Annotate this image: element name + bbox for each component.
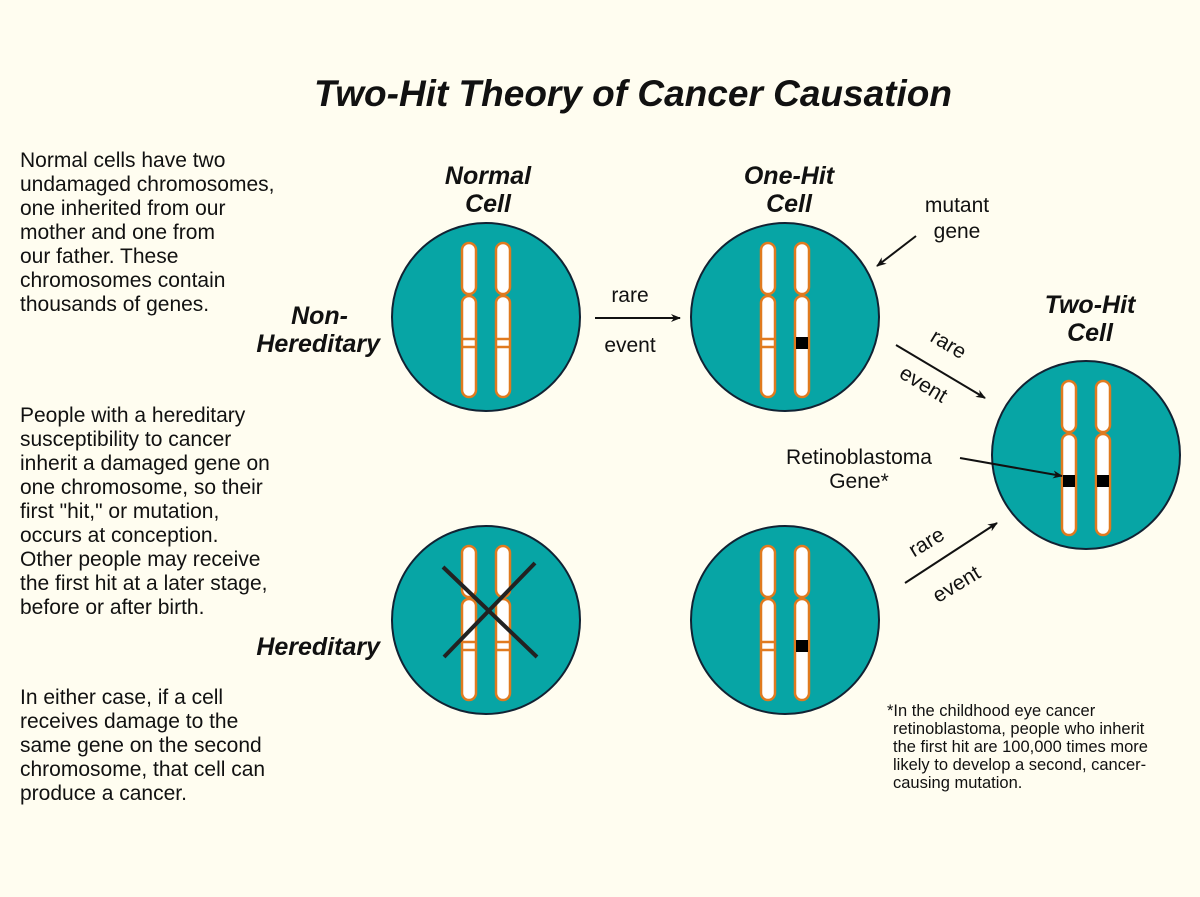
one-hit-cell bbox=[690, 222, 880, 412]
chromosome bbox=[759, 241, 777, 399]
footnote: *In the childhood eye cancer retinoblast… bbox=[887, 702, 1148, 792]
label-retinoblastoma-1: Retinoblastoma bbox=[786, 446, 932, 469]
cross-mark bbox=[441, 561, 539, 659]
normal-cell bbox=[391, 222, 581, 412]
svg-text:before or after birth.: before or after birth. bbox=[20, 596, 204, 619]
page-title: Two-Hit Theory of Cancer Causation bbox=[314, 73, 952, 114]
label-mutant-gene-2: gene bbox=[934, 220, 981, 243]
svg-text:mother and one from: mother and one from bbox=[20, 221, 215, 244]
mutation-marker bbox=[796, 640, 808, 652]
mutation-marker bbox=[1063, 475, 1075, 487]
chromosome bbox=[793, 241, 811, 399]
arrow-label-event-3: event bbox=[929, 561, 985, 607]
svg-text:same gene on the second: same gene on the second bbox=[20, 734, 262, 757]
svg-text:undamaged chromosomes,: undamaged chromosomes, bbox=[20, 173, 274, 196]
chromosome bbox=[1094, 379, 1112, 537]
left-paragraph-1: Normal cells have two undamaged chromoso… bbox=[20, 149, 274, 316]
arrow-label-event-2: event bbox=[895, 361, 951, 407]
pointer-arrow-icon bbox=[959, 457, 1063, 479]
chromosome bbox=[460, 241, 478, 399]
mutation-marker bbox=[1097, 475, 1109, 487]
left-paragraph-3: In either case, if a cell receives damag… bbox=[20, 686, 265, 805]
svg-text:our father. These: our father. These bbox=[20, 245, 178, 268]
svg-text:the first hit are 100,000 time: the first hit are 100,000 times more bbox=[893, 738, 1148, 756]
hereditary-one-hit-cell bbox=[690, 525, 880, 715]
arrow-label-rare-2: rare bbox=[926, 325, 970, 364]
heading-two-hit-cell-2: Cell bbox=[1067, 319, 1114, 347]
chromosome bbox=[460, 544, 478, 702]
heading-two-hit-cell: Two-Hit bbox=[1045, 291, 1137, 319]
svg-text:*In the childhood eye cancer: *In the childhood eye cancer bbox=[887, 702, 1096, 720]
label-non-hereditary-2: Hereditary bbox=[256, 330, 381, 358]
svg-text:People with a hereditary: People with a hereditary bbox=[20, 404, 246, 427]
two-hit-cell bbox=[991, 360, 1181, 550]
svg-text:inherit a damaged gene on: inherit a damaged gene on bbox=[20, 452, 270, 475]
mutation-marker bbox=[796, 337, 808, 349]
label-mutant-gene-1: mutant bbox=[925, 194, 989, 217]
heading-normal-cell: Normal bbox=[445, 162, 532, 190]
chromosome bbox=[793, 544, 811, 702]
label-non-hereditary-1: Non- bbox=[291, 302, 348, 330]
heading-one-hit-cell-2: Cell bbox=[766, 190, 813, 218]
chromosome bbox=[759, 544, 777, 702]
svg-text:likely to develop a second, ca: likely to develop a second, cancer- bbox=[893, 756, 1146, 774]
svg-text:one inherited from our: one inherited from our bbox=[20, 197, 225, 220]
left-paragraph-2: People with a hereditary susceptibility … bbox=[20, 404, 270, 619]
svg-text:thousands of genes.: thousands of genes. bbox=[20, 293, 209, 316]
heading-normal-cell-2: Cell bbox=[465, 190, 512, 218]
arrow-label-event-1: event bbox=[604, 334, 656, 357]
arrow-label-rare-3: rare bbox=[905, 523, 949, 562]
chromosome bbox=[1060, 379, 1078, 537]
svg-text:Normal cells have two: Normal cells have two bbox=[20, 149, 225, 172]
svg-text:chromosome, that cell can: chromosome, that cell can bbox=[20, 758, 265, 781]
svg-text:causing mutation.: causing mutation. bbox=[893, 774, 1022, 792]
svg-text:In either case, if a cell: In either case, if a cell bbox=[20, 686, 223, 709]
svg-text:first "hit," or mutation,: first "hit," or mutation, bbox=[20, 500, 219, 523]
label-retinoblastoma-2: Gene* bbox=[829, 470, 889, 493]
svg-text:Other people may receive: Other people may receive bbox=[20, 548, 260, 571]
heading-one-hit-cell: One-Hit bbox=[744, 162, 836, 190]
svg-text:receives damage to the: receives damage to the bbox=[20, 710, 238, 733]
chromosome bbox=[494, 241, 512, 399]
svg-text:susceptibility to cancer: susceptibility to cancer bbox=[20, 428, 231, 451]
svg-text:one chromosome, so their: one chromosome, so their bbox=[20, 476, 263, 499]
pointer-arrow-icon bbox=[876, 235, 917, 267]
arrow-diagonal-down-icon bbox=[895, 344, 986, 399]
svg-text:retinoblastoma, people who inh: retinoblastoma, people who inherit bbox=[893, 720, 1145, 738]
svg-text:the first hit at a later stage: the first hit at a later stage, bbox=[20, 572, 267, 595]
svg-text:chromosomes contain: chromosomes contain bbox=[20, 269, 225, 292]
label-hereditary: Hereditary bbox=[256, 633, 381, 661]
svg-text:occurs at conception.: occurs at conception. bbox=[20, 524, 218, 547]
svg-text:produce a cancer.: produce a cancer. bbox=[20, 782, 187, 805]
hereditary-normal-cell bbox=[391, 525, 581, 715]
chromosome bbox=[494, 544, 512, 702]
arrow-diagonal-up-icon bbox=[904, 522, 998, 584]
arrow-label-rare-1: rare bbox=[611, 284, 648, 307]
